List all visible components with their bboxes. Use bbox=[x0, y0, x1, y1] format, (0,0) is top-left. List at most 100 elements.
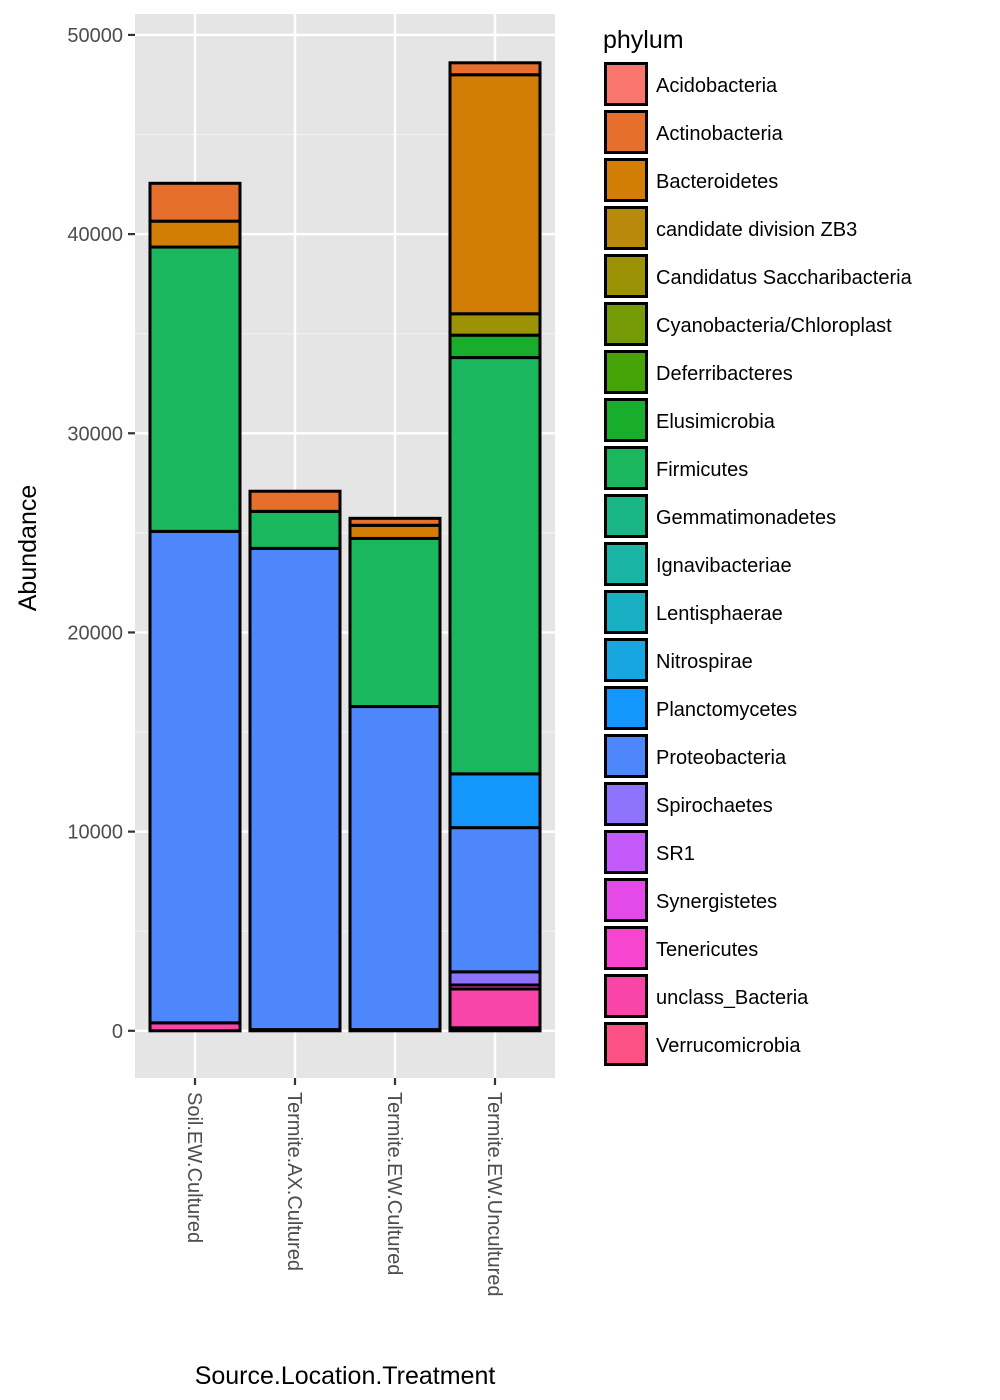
legend-title: phylum bbox=[603, 26, 684, 54]
bar-segment-candidatus-saccharibacteria bbox=[448, 312, 542, 337]
bar-segment-proteobacteria bbox=[348, 705, 442, 1032]
legend-label: Candidatus Saccharibacteria bbox=[656, 267, 913, 289]
bar-segment-proteobacteria bbox=[248, 546, 342, 1032]
legend-item: Candidatus Saccharibacteria bbox=[604, 254, 913, 298]
legend-swatch bbox=[604, 782, 648, 826]
legend: Acidobacteria Actinobacteria Bacteroidetes… bbox=[604, 62, 913, 1066]
x-axis-title: Source.Location.Treatment bbox=[195, 1362, 496, 1390]
legend-swatch bbox=[604, 206, 648, 250]
legend-item: Cyanobacteria/Chloroplast bbox=[604, 302, 892, 346]
legend-swatch bbox=[604, 830, 648, 874]
bar-segment-firmicutes bbox=[248, 509, 342, 550]
legend-swatch bbox=[604, 878, 648, 922]
legend-swatch bbox=[604, 158, 648, 202]
legend-item: Elusimicrobia bbox=[604, 398, 776, 442]
legend-swatch bbox=[604, 974, 648, 1018]
legend-item: Tenericutes bbox=[604, 926, 758, 970]
x-axis: Soil.EW.Cultured Termite.AX.Cultured Termi… bbox=[183, 1078, 505, 1297]
legend-item: Lentisphaerae bbox=[604, 590, 783, 634]
legend-label: SR1 bbox=[656, 843, 695, 865]
bar-segment-firmicutes bbox=[348, 536, 442, 709]
legend-label: Lentisphaerae bbox=[656, 603, 783, 625]
legend-item: Ignavibacteriae bbox=[604, 542, 792, 586]
y-axis: 0 10000 20000 30000 40000 50000 bbox=[67, 25, 135, 1043]
legend-label: Cyanobacteria/Chloroplast bbox=[656, 315, 892, 337]
legend-swatch bbox=[604, 590, 648, 634]
legend-label: Ignavibacteriae bbox=[656, 555, 792, 577]
legend-label: candidate division ZB3 bbox=[656, 219, 857, 241]
legend-item: Verrucomicrobia bbox=[604, 1022, 801, 1066]
legend-label: Verrucomicrobia bbox=[656, 1035, 801, 1057]
legend-swatch bbox=[604, 686, 648, 730]
legend-label: Spirochaetes bbox=[656, 795, 773, 817]
bar-segment-proteobacteria bbox=[148, 529, 242, 1025]
bar-stack bbox=[448, 61, 542, 1033]
bar-segment-elusimicrobia bbox=[448, 333, 542, 360]
bar-segment-firmicutes bbox=[148, 245, 242, 533]
bar-segment-bacteroidetes bbox=[148, 219, 242, 249]
legend-item: Proteobacteria bbox=[604, 734, 787, 778]
bar-stack bbox=[148, 181, 242, 1033]
legend-label: Bacteroidetes bbox=[656, 171, 778, 193]
bar-segment-actinobacteria bbox=[348, 516, 442, 527]
y-tick-label: 40000 bbox=[67, 224, 123, 246]
legend-swatch bbox=[604, 302, 648, 346]
legend-item: Deferribacteres bbox=[604, 350, 793, 394]
legend-swatch bbox=[604, 350, 648, 394]
legend-label: Nitrospirae bbox=[656, 651, 753, 673]
legend-swatch bbox=[604, 1022, 648, 1066]
bar-segment-actinobacteria bbox=[448, 61, 542, 77]
bars bbox=[148, 61, 542, 1033]
y-tick-label: 50000 bbox=[67, 25, 123, 47]
legend-swatch bbox=[604, 398, 648, 442]
legend-item: Bacteroidetes bbox=[604, 158, 778, 202]
legend-swatch bbox=[604, 110, 648, 154]
legend-label: Planctomycetes bbox=[656, 699, 797, 721]
legend-item: Acidobacteria bbox=[604, 62, 778, 106]
y-tick-label: 0 bbox=[112, 1021, 123, 1043]
legend-item: candidate division ZB3 bbox=[604, 206, 857, 250]
legend-item: SR1 bbox=[604, 830, 695, 874]
x-tick-label: Soil.EW.Cultured bbox=[183, 1092, 205, 1243]
legend-swatch bbox=[604, 926, 648, 970]
y-axis-title: Abundance bbox=[14, 485, 42, 612]
legend-swatch bbox=[604, 734, 648, 778]
bar-segment-actinobacteria bbox=[148, 181, 242, 223]
legend-swatch bbox=[604, 542, 648, 586]
legend-swatch bbox=[604, 62, 648, 106]
y-tick-label: 30000 bbox=[67, 423, 123, 445]
legend-swatch bbox=[604, 254, 648, 298]
bar-segment-spirochaetes bbox=[448, 970, 542, 987]
bar-segment-unclass-bacteria bbox=[448, 987, 542, 1030]
legend-label: Elusimicrobia bbox=[656, 411, 776, 433]
bar-segment-proteobacteria bbox=[448, 826, 542, 974]
legend-item: Spirochaetes bbox=[604, 782, 773, 826]
y-tick-label: 20000 bbox=[67, 622, 123, 644]
legend-label: Acidobacteria bbox=[656, 75, 778, 97]
legend-label: Gemmatimonadetes bbox=[656, 507, 836, 529]
legend-item: Gemmatimonadetes bbox=[604, 494, 836, 538]
legend-item: unclass_Bacteria bbox=[604, 974, 809, 1018]
legend-label: Synergistetes bbox=[656, 891, 777, 913]
legend-item: Actinobacteria bbox=[604, 110, 784, 154]
y-tick-label: 10000 bbox=[67, 822, 123, 844]
legend-item: Planctomycetes bbox=[604, 686, 797, 730]
bar-segment-firmicutes bbox=[448, 356, 542, 776]
legend-item: Synergistetes bbox=[604, 878, 777, 922]
x-tick-label: Termite.EW.Cultured bbox=[383, 1092, 405, 1275]
legend-swatch bbox=[604, 446, 648, 490]
legend-swatch bbox=[604, 638, 648, 682]
bar-segment-bacteroidetes bbox=[348, 523, 442, 540]
legend-label: Proteobacteria bbox=[656, 747, 787, 769]
bar-stack bbox=[248, 489, 342, 1033]
x-tick-label: Termite.AX.Cultured bbox=[283, 1092, 305, 1271]
legend-item: Firmicutes bbox=[604, 446, 748, 490]
bar-segment-planctomycetes bbox=[448, 772, 542, 830]
legend-label: Tenericutes bbox=[656, 939, 758, 961]
legend-label: Firmicutes bbox=[656, 459, 748, 481]
bar-segment-actinobacteria bbox=[248, 489, 342, 513]
legend-swatch bbox=[604, 494, 648, 538]
bar-segment-bacteroidetes bbox=[448, 73, 542, 316]
legend-label: unclass_Bacteria bbox=[656, 987, 809, 1009]
